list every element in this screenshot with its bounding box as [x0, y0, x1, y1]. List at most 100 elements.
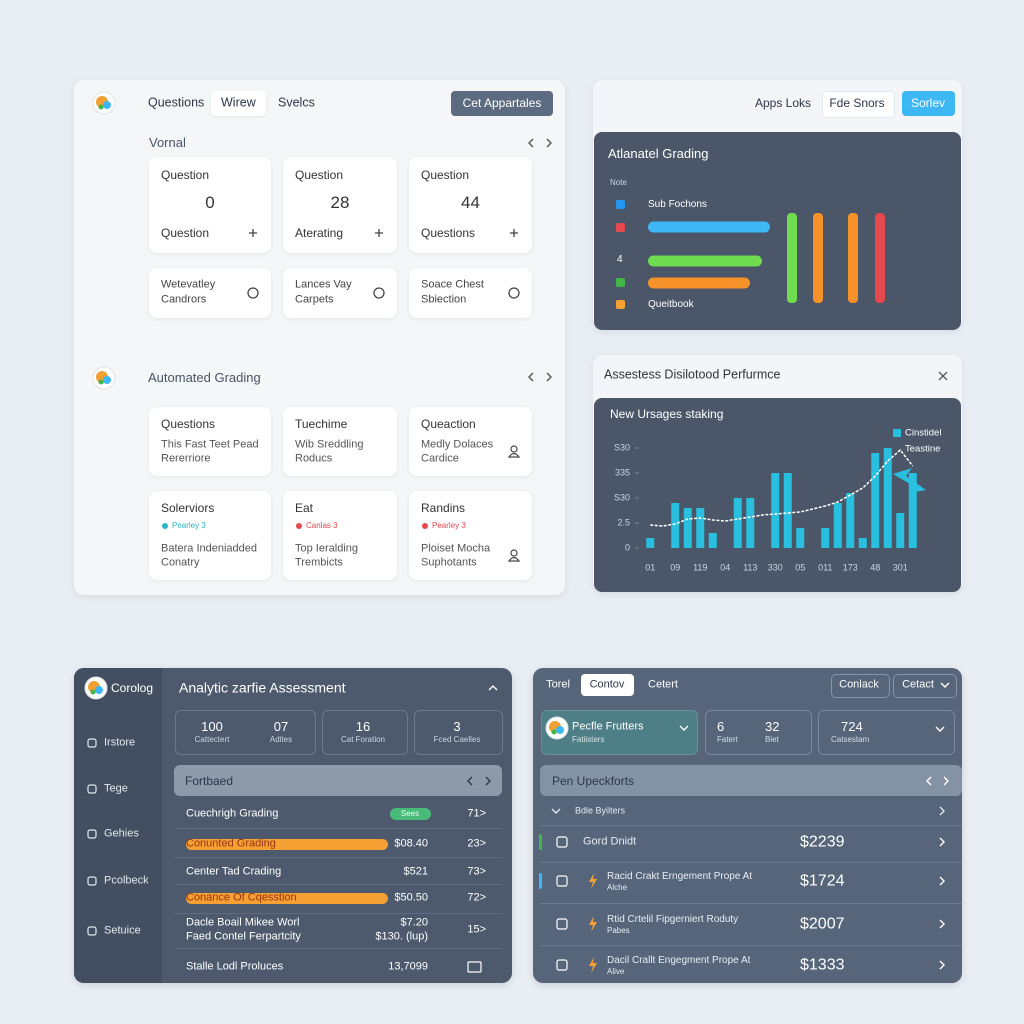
chart-title: New Ursages staking — [610, 406, 724, 421]
row-accent — [539, 873, 542, 889]
chevron-icon — [939, 919, 945, 929]
card-text: Wib Sreddling — [295, 438, 364, 451]
nav-item[interactable]: Gehies — [104, 827, 139, 840]
bar — [883, 448, 892, 548]
stat-label: Fced Caelles — [433, 735, 481, 745]
stat-box — [322, 710, 408, 755]
active-tab[interactable] — [581, 674, 634, 696]
nav-item[interactable]: Setuice — [104, 924, 141, 937]
x-tick-label: 01 — [645, 562, 656, 573]
button-label[interactable]: Fde Snors — [829, 95, 885, 110]
action-button[interactable] — [451, 91, 553, 116]
badge — [390, 808, 431, 820]
card-value: 0 — [205, 192, 215, 212]
bar — [648, 221, 770, 233]
nav-item[interactable]: Tege — [104, 782, 128, 795]
chevron-icon — [940, 682, 950, 688]
filter-title: Pecfle Frutters — [572, 720, 644, 733]
chevron-icon — [939, 806, 945, 816]
stat-card[interactable] — [283, 157, 397, 253]
x-tick-label: 48 — [870, 562, 881, 573]
row-link[interactable]: 72> — [467, 891, 486, 904]
chevron-icon — [935, 726, 945, 732]
card[interactable] — [409, 407, 532, 476]
card-title: Queaction — [421, 416, 476, 431]
tab[interactable]: Cetert — [648, 678, 678, 691]
row-link[interactable]: 23> — [467, 837, 486, 850]
link[interactable]: Apps Loks — [755, 95, 812, 110]
plus-icon — [375, 229, 383, 237]
active-tab[interactable] — [211, 91, 266, 116]
row-link[interactable]: 71> — [467, 807, 486, 820]
row-link[interactable]: 73> — [467, 865, 486, 878]
card[interactable] — [283, 407, 397, 476]
button[interactable] — [893, 674, 957, 698]
card-text: Rererriore — [161, 452, 211, 465]
stat-label: Cattectert — [194, 735, 230, 745]
tag-dot — [422, 523, 428, 529]
group-title: Bdle Byilters — [575, 805, 626, 816]
stat-card[interactable] — [149, 157, 271, 253]
card[interactable] — [149, 491, 271, 580]
tab[interactable]: Contov — [589, 678, 625, 691]
row-value: $1333 — [800, 956, 845, 974]
tag-dot — [296, 523, 302, 529]
button-label[interactable]: Cet Appartales — [462, 95, 542, 110]
bar — [813, 213, 823, 303]
y-tick-label: 0 — [624, 542, 630, 553]
row-value: $521 — [403, 865, 428, 878]
bar — [871, 453, 880, 548]
panel-title: Assestess Disilotood Perfurmce — [604, 367, 781, 382]
row-link[interactable]: 15> — [467, 923, 486, 936]
legend-label: Queitbook — [648, 299, 694, 310]
bolt-icon — [589, 916, 597, 932]
card-note: Note — [610, 178, 627, 188]
nav-item[interactable]: Irstore — [104, 736, 136, 749]
checkbox — [556, 918, 568, 930]
row-value: $7.20 — [400, 916, 428, 929]
card[interactable] — [149, 268, 271, 318]
chevron-icon — [939, 960, 945, 970]
bar — [875, 213, 885, 303]
button-label[interactable]: Conlack — [839, 678, 879, 691]
tab[interactable]: Wirew — [221, 95, 256, 110]
chevron-icon — [551, 808, 561, 814]
button[interactable] — [902, 91, 955, 116]
card-text: Candrors — [161, 293, 207, 306]
legend-icon — [616, 223, 625, 232]
row-value: $2007 — [800, 915, 845, 933]
legend-label: 4 — [617, 254, 623, 265]
legend-swatch — [893, 429, 901, 437]
card[interactable] — [409, 268, 532, 318]
chevron-icon — [926, 776, 932, 786]
bar — [733, 498, 742, 548]
button[interactable] — [831, 674, 890, 698]
row-label: Alche — [607, 883, 628, 893]
card[interactable] — [409, 491, 532, 580]
section-bar[interactable] — [540, 765, 962, 796]
card[interactable] — [283, 491, 397, 580]
button[interactable] — [822, 91, 895, 118]
card[interactable] — [283, 268, 397, 318]
card-text: Suphotants — [421, 556, 477, 569]
chevron-icon — [943, 776, 949, 786]
card-label: Question — [161, 167, 210, 182]
legend-icon — [616, 278, 625, 287]
button-label[interactable]: Cetact — [902, 678, 934, 691]
tab[interactable]: Questions — [148, 95, 205, 110]
button-label[interactable]: Sorlev — [910, 95, 946, 110]
tab[interactable]: Torel — [546, 678, 570, 691]
row-label: Gord Dnidt — [583, 835, 637, 848]
nav-item[interactable]: Pcolbeck — [104, 874, 149, 887]
logo-part — [551, 729, 557, 735]
stat-card[interactable] — [409, 157, 532, 253]
row-icon — [467, 961, 482, 973]
logo-part — [95, 686, 103, 694]
bar — [848, 213, 858, 303]
section-bar[interactable] — [174, 765, 502, 796]
tab[interactable]: Svelcs — [278, 95, 315, 110]
panel-title: Analytic zarfie Assessment — [179, 679, 346, 696]
bar — [821, 528, 830, 548]
card[interactable] — [149, 407, 271, 476]
